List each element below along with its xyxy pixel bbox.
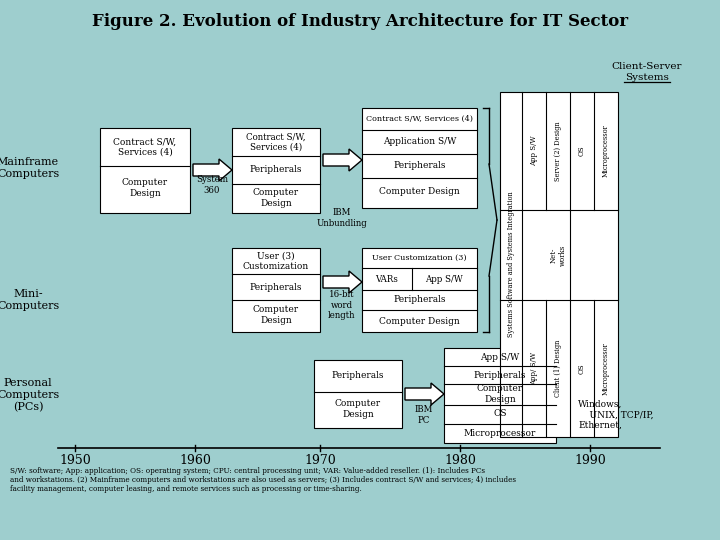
Text: Net-
works: Net- works [549, 245, 567, 266]
Text: Computer
Design: Computer Design [122, 178, 168, 198]
Text: 1950: 1950 [59, 454, 91, 467]
Text: Client-Server
Systems: Client-Server Systems [612, 62, 683, 82]
Text: App/ S/W: App/ S/W [530, 352, 538, 385]
Bar [100, 128, 190, 213]
Text: OS: OS [493, 409, 507, 418]
Text: Figure 2. Evolution of Industry Architecture for IT Sector: Figure 2. Evolution of Industry Architec… [92, 14, 628, 30]
Text: Server (2) Design: Server (2) Design [554, 121, 562, 181]
Text: Application S/W: Application S/W [383, 138, 456, 146]
Text: Peripherals: Peripherals [332, 372, 384, 381]
Text: App S/W: App S/W [425, 274, 463, 284]
Text: Peripherals: Peripherals [250, 282, 302, 292]
Bar [232, 248, 320, 332]
Polygon shape [405, 383, 444, 405]
Text: User (3)
Customization: User (3) Customization [243, 251, 309, 271]
Text: Peripherals: Peripherals [474, 370, 526, 380]
Text: Microprocessor: Microprocessor [602, 342, 610, 395]
Bar [232, 128, 320, 213]
Text: Peripherals: Peripherals [393, 161, 446, 171]
Text: S/W: software; App: application; OS: operating system; CPU: central processing u: S/W: software; App: application; OS: ope… [10, 467, 516, 494]
Text: 1960: 1960 [179, 454, 211, 467]
Text: Microprocessor: Microprocessor [602, 125, 610, 177]
Text: Contract S/W,
Services (4): Contract S/W, Services (4) [114, 137, 176, 157]
Text: Computer Design: Computer Design [379, 316, 460, 326]
Text: VARs: VARs [376, 274, 398, 284]
Polygon shape [323, 271, 362, 293]
Text: 1980: 1980 [444, 454, 476, 467]
Polygon shape [323, 149, 362, 171]
Text: Computer
Design: Computer Design [253, 305, 299, 325]
Text: Contract S/W,
Services (4): Contract S/W, Services (4) [246, 132, 306, 152]
Text: App S/W: App S/W [530, 136, 538, 166]
Text: OS: OS [578, 146, 586, 156]
Bar [500, 92, 618, 437]
Bar [444, 348, 556, 443]
Text: Systems Software and Systems Integration: Systems Software and Systems Integration [507, 192, 515, 338]
Text: Peripherals: Peripherals [250, 165, 302, 174]
Text: Mainframe
Computers: Mainframe Computers [0, 157, 59, 179]
Bar [362, 248, 477, 332]
Text: IBM
PC: IBM PC [415, 406, 433, 424]
Text: Contract S/W, Services (4): Contract S/W, Services (4) [366, 115, 473, 123]
Bar [362, 108, 477, 208]
Bar [314, 360, 402, 428]
Text: OS: OS [578, 363, 586, 374]
Text: 16-bit
word
length: 16-bit word length [328, 290, 356, 320]
Text: Computer Design: Computer Design [379, 187, 460, 197]
Text: Personal
Computers
(PCs): Personal Computers (PCs) [0, 378, 59, 412]
Polygon shape [193, 159, 232, 181]
Text: Windows,
    UNIX, TCP/IP,
Ethernet,: Windows, UNIX, TCP/IP, Ethernet, [578, 400, 654, 430]
Text: Computer
Design: Computer Design [253, 188, 299, 208]
Text: 1970: 1970 [304, 454, 336, 467]
Text: Peripherals: Peripherals [393, 295, 446, 305]
Text: 1990: 1990 [574, 454, 606, 467]
Text: Computer
Design: Computer Design [335, 399, 381, 418]
Text: User Customization (3): User Customization (3) [372, 254, 467, 262]
Text: IBM
Unbundling: IBM Unbundling [317, 208, 367, 228]
Text: App S/W: App S/W [480, 353, 520, 361]
Text: Computer
Design: Computer Design [477, 384, 523, 404]
Text: Mini-
Computers: Mini- Computers [0, 289, 59, 311]
Text: Client (1) Design: Client (1) Design [554, 340, 562, 397]
Text: Microprocessor: Microprocessor [464, 429, 536, 437]
Text: System
360: System 360 [196, 176, 228, 195]
